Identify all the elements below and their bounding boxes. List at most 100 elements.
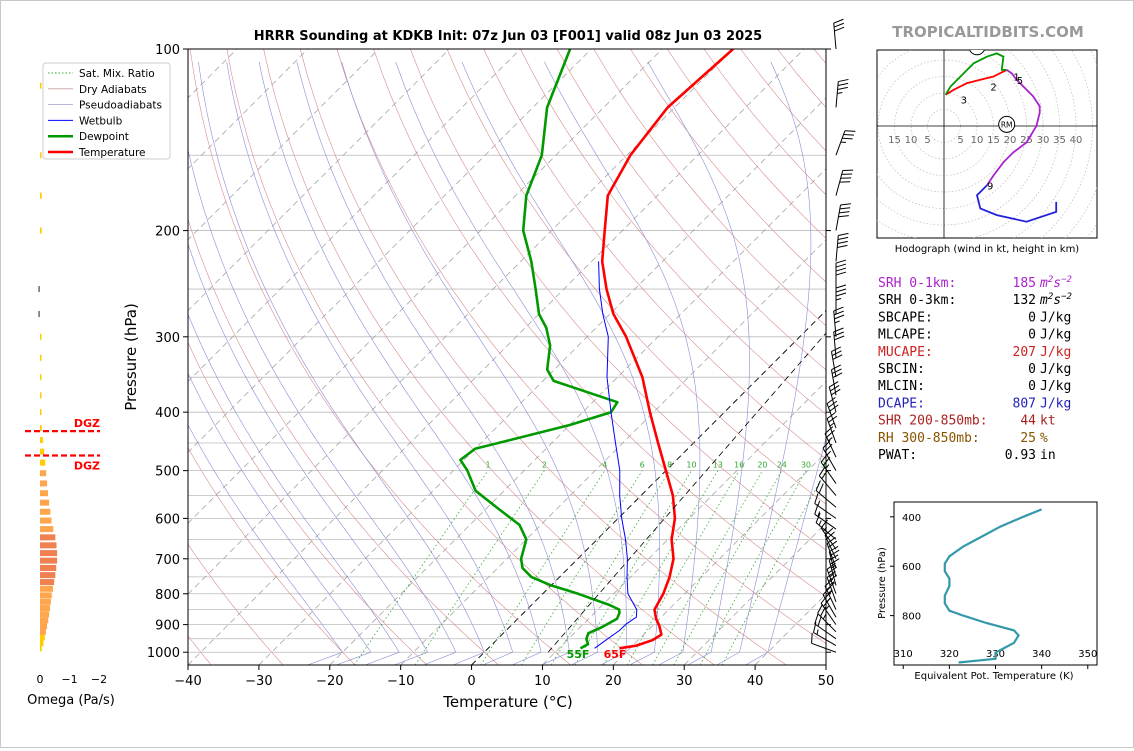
x-tick-label: −10 bbox=[387, 674, 414, 689]
barb-half bbox=[827, 451, 831, 455]
barb-full bbox=[838, 87, 848, 89]
pseudoadiabat-line bbox=[396, 62, 627, 665]
hodograph-tick-label: 15 bbox=[888, 135, 901, 146]
theta-x-tick-label: 350 bbox=[1078, 649, 1097, 660]
barb-full bbox=[834, 307, 844, 311]
barb-half bbox=[837, 92, 842, 93]
wind-barb bbox=[836, 233, 848, 261]
barb-half bbox=[836, 299, 841, 301]
hodograph-tick-label: 30 bbox=[1037, 135, 1050, 146]
omega-bar bbox=[40, 534, 55, 540]
mixing-ratio-label: 4 bbox=[602, 461, 607, 470]
legend-entry: Dewpoint bbox=[79, 131, 129, 143]
omega-bar bbox=[40, 193, 42, 199]
barb-full bbox=[838, 216, 848, 217]
mixing-ratio-label: 20 bbox=[757, 461, 767, 470]
omega-tick-label: 0 bbox=[37, 673, 44, 686]
omega-bar bbox=[40, 558, 57, 564]
barb-full bbox=[834, 27, 844, 31]
barb-full bbox=[816, 481, 820, 491]
barb-full bbox=[832, 351, 841, 356]
index-unit: kt bbox=[1040, 414, 1056, 429]
index-unit: J/kg bbox=[1040, 328, 1071, 343]
omega-bar bbox=[40, 629, 46, 635]
hodograph-caption: Hodograph (wind in kt, height in km) bbox=[895, 244, 1080, 255]
mixing-ratio-line bbox=[700, 471, 806, 665]
omega-bar bbox=[40, 550, 57, 556]
omega-bar bbox=[38, 311, 40, 317]
wind-barb bbox=[836, 260, 846, 289]
barb-full bbox=[819, 484, 823, 494]
unit-part: m bbox=[1039, 276, 1048, 291]
barb-full bbox=[815, 494, 818, 504]
omega-bar bbox=[40, 480, 47, 486]
mixing-ratio-label: 8 bbox=[667, 461, 672, 470]
omega-tick-label: −1 bbox=[61, 673, 77, 686]
barb-full bbox=[838, 237, 848, 239]
x-tick-label: −30 bbox=[245, 674, 272, 689]
barb-full bbox=[834, 315, 844, 319]
barb-full bbox=[844, 135, 854, 136]
hodograph-tick-label: 10 bbox=[905, 135, 918, 146]
hodograph-tick-label: 35 bbox=[1053, 135, 1066, 146]
mixing-ratio-label: 1 bbox=[485, 461, 490, 470]
storm-motion-label: LM bbox=[972, 43, 983, 52]
mixing-ratio-label: 30 bbox=[801, 461, 811, 470]
y-tick-label: 600 bbox=[155, 512, 180, 527]
y-tick-label: 800 bbox=[155, 588, 180, 603]
barb-full bbox=[836, 260, 846, 263]
wind-barb bbox=[836, 131, 855, 155]
barb-full bbox=[838, 241, 848, 243]
omega-bar bbox=[40, 437, 43, 443]
surface-temperature-label: 65F bbox=[604, 648, 627, 661]
y-tick-label: 100 bbox=[155, 43, 180, 58]
barb-full bbox=[834, 19, 844, 23]
unit-part: s bbox=[1053, 276, 1061, 291]
y-tick-label: 1000 bbox=[147, 646, 180, 661]
theta-y-tick-label: 600 bbox=[902, 562, 921, 573]
wind-barb bbox=[823, 587, 836, 617]
barb-full bbox=[833, 373, 842, 378]
mixing-ratio-label: 16 bbox=[734, 461, 744, 470]
index-unit: in bbox=[1040, 448, 1056, 463]
barb-half bbox=[830, 423, 834, 426]
unit-exponent: −2 bbox=[1061, 292, 1072, 302]
wind-barb bbox=[815, 494, 836, 519]
legend-entry: Wetbulb bbox=[79, 115, 123, 127]
barb-full bbox=[818, 604, 823, 613]
index-unit: J/kg bbox=[1040, 396, 1071, 411]
mixing-ratio-line bbox=[627, 471, 739, 665]
index-value: 0.93 bbox=[1005, 448, 1036, 463]
pseudoadiabat-line bbox=[198, 62, 484, 665]
index-unit: J/kg bbox=[1040, 345, 1071, 360]
hodograph-tick-label: 15 bbox=[987, 135, 1000, 146]
barb-full bbox=[836, 272, 846, 275]
omega-bar bbox=[40, 355, 42, 361]
theta-y-tick-label: 800 bbox=[902, 612, 921, 623]
mixing-ratio-line bbox=[674, 471, 782, 665]
unit-exponent: −2 bbox=[1061, 275, 1072, 285]
wind-barb bbox=[825, 427, 836, 458]
mixing-ratio-line bbox=[354, 471, 488, 665]
omega-bar bbox=[40, 572, 55, 578]
surface-dewpoint-label: 55F bbox=[567, 648, 590, 661]
isotherm-line bbox=[330, 49, 946, 665]
barb-full bbox=[845, 131, 855, 132]
dry-adiabat-line bbox=[190, 49, 570, 665]
barb-full bbox=[831, 347, 840, 352]
barb-half bbox=[819, 520, 821, 525]
mixing-ratio-line bbox=[551, 471, 669, 665]
storm-motion-label: RM bbox=[1001, 120, 1013, 129]
barb-full bbox=[836, 285, 846, 288]
mixing-ratio-label: 10 bbox=[686, 461, 696, 470]
barb-full bbox=[841, 204, 851, 205]
theta-x-tick-label: 320 bbox=[940, 649, 959, 660]
wind-barb bbox=[831, 365, 842, 395]
x-tick-label: 10 bbox=[534, 674, 551, 689]
omega-bar bbox=[40, 490, 48, 496]
barb-full bbox=[836, 264, 846, 267]
omega-xlabel: Omega (Pa/s) bbox=[27, 693, 115, 708]
index-unit: J/kg bbox=[1040, 362, 1071, 377]
